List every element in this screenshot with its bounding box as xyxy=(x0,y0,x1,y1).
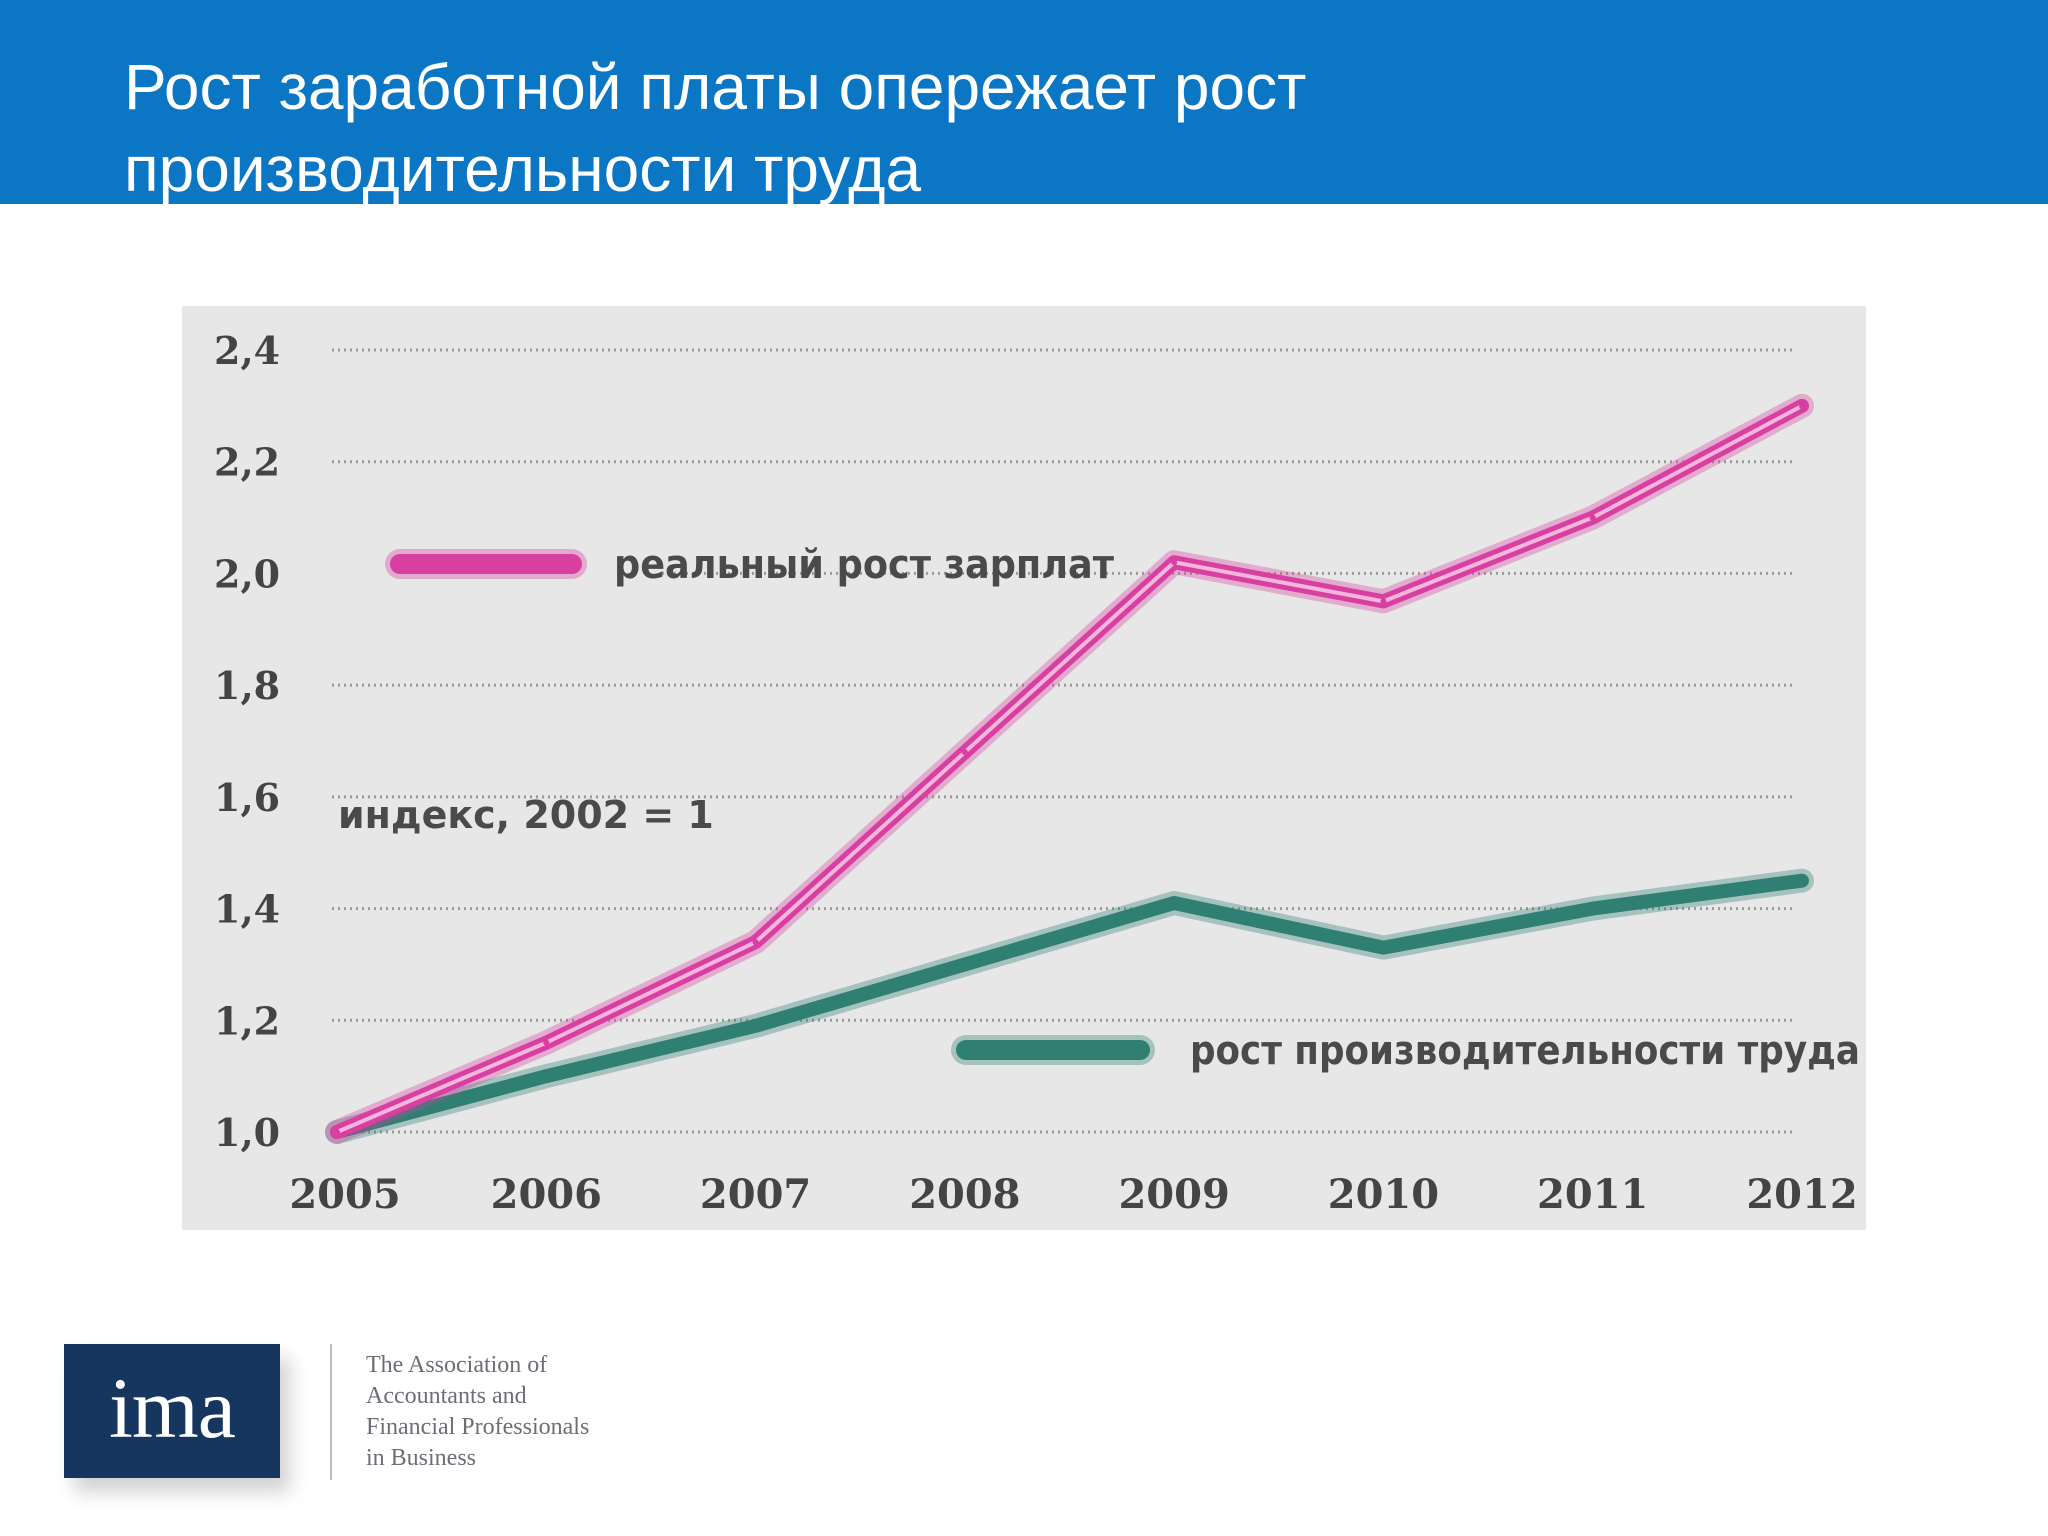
series-line xyxy=(325,393,1814,1144)
index-annotation: индекс, 2002 = 1 xyxy=(338,793,714,837)
y-tick-label: 2,4 xyxy=(214,328,280,373)
data-point xyxy=(752,939,759,946)
data-point xyxy=(334,1129,340,1135)
logo-mark: ima xyxy=(109,1360,236,1456)
series-line xyxy=(325,868,1814,1144)
logo-divider xyxy=(330,1344,332,1480)
x-tick-label: 2008 xyxy=(909,1171,1020,1218)
y-tick-label: 1,0 xyxy=(214,1110,280,1155)
chart-panel: 1,0 1,2 1,4 1,6 1,8 2,0 2,2 2,4 2005 2006 2007 2008… xyxy=(182,306,1866,1230)
data-point xyxy=(1380,944,1387,951)
data-point xyxy=(543,1039,550,1046)
tagline-line: The Association of xyxy=(366,1352,548,1378)
data-point xyxy=(1380,598,1387,605)
data-point xyxy=(1171,899,1178,906)
x-tick-label: 2006 xyxy=(491,1171,602,1218)
x-tick-label: 2005 xyxy=(289,1171,400,1218)
x-tick-label: 2011 xyxy=(1537,1171,1648,1218)
slide-header: Рост заработной платы опережает рост про… xyxy=(0,0,2048,205)
slide-title: Рост заработной платы опережает рост про… xyxy=(124,51,1307,205)
data-point xyxy=(961,749,968,756)
data-point xyxy=(752,1022,759,1029)
legend-label: рост производительности труда xyxy=(1190,1028,1860,1074)
y-tick-label: 1,4 xyxy=(214,887,280,932)
x-tick-label: 2009 xyxy=(1118,1171,1229,1218)
tagline-line: in Business xyxy=(366,1445,477,1471)
tagline-line: Financial Professionals xyxy=(366,1414,590,1440)
ima-logo: ima xyxy=(64,1344,280,1478)
data-point xyxy=(1589,514,1596,521)
y-tick-label: 1,2 xyxy=(214,998,280,1043)
x-tick-label: 2007 xyxy=(700,1171,811,1218)
data-point xyxy=(543,1073,550,1080)
line-chart: 1,0 1,2 1,4 1,6 1,8 2,0 2,2 2,4 2005 2006 2007 2008… xyxy=(214,328,1860,1218)
x-tick-label: 2012 xyxy=(1746,1171,1857,1218)
data-point xyxy=(1799,402,1805,409)
y-tick-label: 1,8 xyxy=(214,663,280,708)
tagline-line: Accountants and xyxy=(366,1383,527,1409)
y-tick-label: 2,2 xyxy=(214,440,280,485)
data-point xyxy=(1171,559,1178,566)
logo-tagline: The Association of Accountants and Finan… xyxy=(366,1350,696,1474)
x-tick-label: 2010 xyxy=(1328,1171,1439,1218)
data-point xyxy=(961,961,968,968)
y-tick-label: 1,6 xyxy=(214,775,280,820)
y-tick-label: 2,0 xyxy=(214,551,280,596)
data-point xyxy=(1799,877,1805,884)
legend-label: реальный рост зарплат xyxy=(614,542,1115,588)
data-point xyxy=(1589,905,1596,912)
